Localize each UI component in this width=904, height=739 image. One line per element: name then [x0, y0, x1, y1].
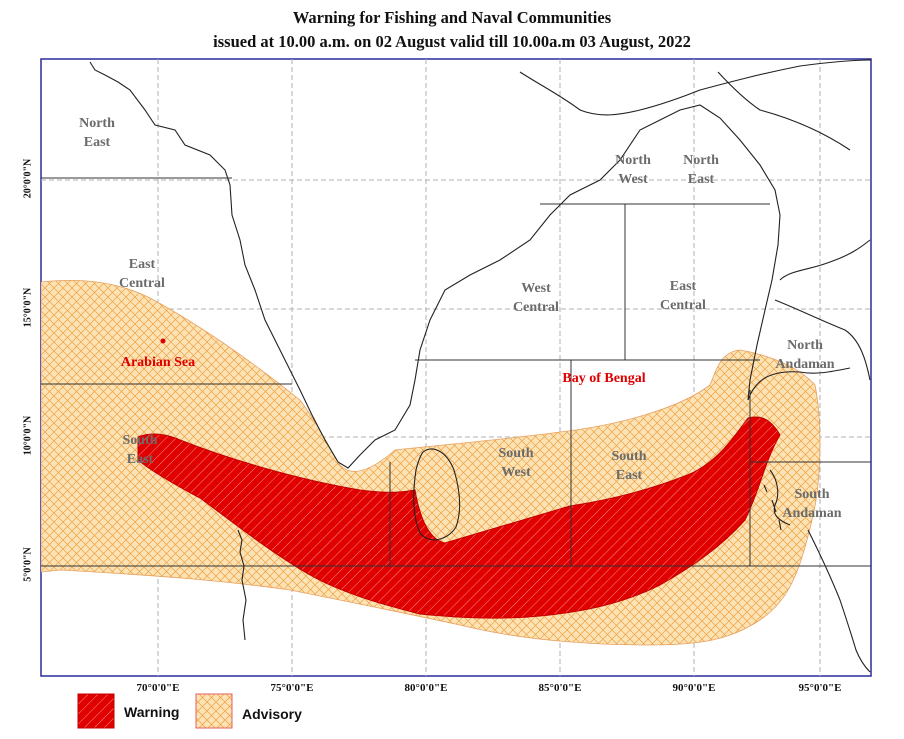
region-bob-south-east: South East: [611, 449, 646, 483]
region-bob-south-west: South West: [498, 446, 533, 480]
region-as-east-central: East Central: [119, 257, 165, 291]
x-tick-95e: 95°0'0"E: [798, 682, 842, 694]
sea-label-bay-of-bengal: Bay of Bengal: [562, 371, 645, 386]
y-tick-20n: 20°0'0"N: [22, 158, 34, 199]
x-tick-75e: 75°0'0"E: [270, 682, 314, 694]
y-tick-10n: 10°0'0"N: [22, 415, 34, 456]
legend-advisory-label: Advisory: [242, 706, 302, 722]
legend-warning-label: Warning: [124, 704, 180, 720]
x-tick-85e: 85°0'0"E: [538, 682, 582, 694]
region-boundaries: [41, 177, 871, 567]
region-as-south-east: South East: [122, 433, 157, 467]
warning-area: [137, 416, 781, 619]
map-title: Warning for Fishing and Naval Communitie…: [292, 8, 612, 27]
x-tick-90e: 90°0'0"E: [672, 682, 716, 694]
map-subtitle: issued at 10.00 a.m. on 02 August valid …: [213, 32, 691, 51]
region-bob-north-west: North West: [615, 153, 651, 187]
legend-advisory-swatch: [195, 693, 233, 729]
region-as-north-east: North East: [79, 116, 115, 150]
sea-label-arabian: Arabian Sea: [121, 355, 195, 370]
region-bob-west-central: West Central: [513, 281, 559, 315]
legend-warning-swatch: [77, 693, 115, 729]
coastlines: [89, 59, 871, 673]
x-tick-80e: 80°0'0"E: [404, 682, 448, 694]
region-north-andaman: North Andaman: [775, 338, 834, 372]
arabian-sea-marker: [160, 338, 166, 344]
x-tick-70e: 70°0'0"E: [136, 682, 180, 694]
region-bob-east-central: East Central: [660, 279, 706, 313]
region-bob-north-east: North East: [683, 153, 719, 187]
y-tick-15n: 15°0'0"N: [22, 287, 34, 328]
region-south-andaman: South Andaman: [782, 487, 841, 521]
y-tick-5n: 5°0'0"N: [22, 547, 34, 582]
